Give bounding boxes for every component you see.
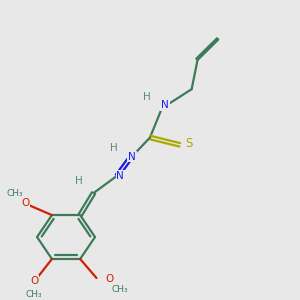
Text: N: N (128, 152, 136, 161)
Text: CH₃: CH₃ (26, 290, 42, 298)
Text: H: H (110, 143, 118, 153)
Text: H: H (143, 92, 151, 101)
Text: N: N (116, 171, 124, 181)
Text: N: N (161, 100, 169, 110)
Text: CH₃: CH₃ (112, 285, 129, 294)
Text: S: S (185, 137, 192, 150)
Text: CH₃: CH₃ (7, 189, 23, 198)
Text: H: H (75, 176, 83, 186)
Text: O: O (21, 198, 29, 208)
Text: O: O (30, 276, 38, 286)
Text: O: O (106, 274, 114, 284)
